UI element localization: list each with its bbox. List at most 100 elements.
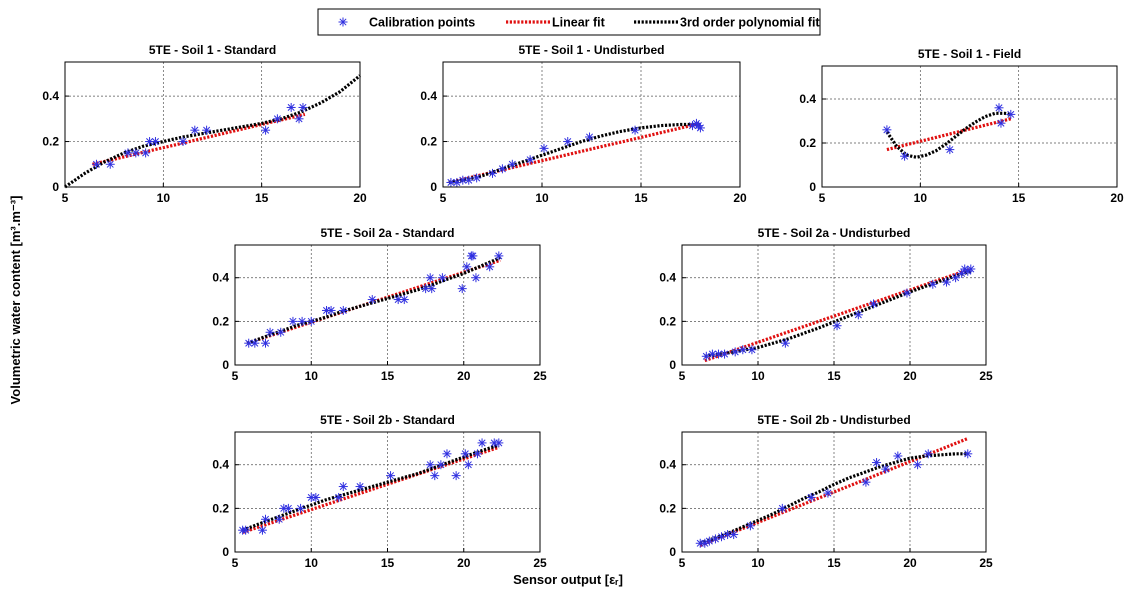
data-point [91, 159, 101, 169]
data-point [105, 159, 115, 169]
chart-panel-7: 5 10 15 20 25 0 0.2 0.4 5TE - Soil 2b - Undistur… [659, 413, 993, 570]
data-point [539, 143, 549, 153]
y-tick-label: 0.2 [212, 501, 229, 515]
data-point [471, 273, 481, 283]
y-tick-label: 0 [222, 358, 229, 372]
data-point [451, 471, 461, 481]
data-point [996, 118, 1006, 128]
data-point [488, 168, 497, 178]
data-point [306, 316, 316, 326]
x-tick-label: 10 [751, 556, 765, 570]
y-tick-label: 0.4 [799, 92, 816, 106]
data-point [963, 449, 973, 459]
data-point [272, 114, 282, 124]
data-point [881, 464, 891, 474]
data-point [436, 460, 446, 470]
polynomial-fit-line [699, 452, 968, 545]
data-point [928, 279, 938, 289]
plot-area [65, 62, 360, 187]
data-point [442, 449, 452, 459]
data-point [298, 102, 308, 112]
chart-panel-4: 5 10 15 20 25 0 0.2 0.4 5TE - Soil 2a - Standard [212, 226, 547, 383]
data-point [421, 284, 431, 294]
x-tick-label: 25 [533, 369, 547, 383]
data-point [427, 284, 437, 294]
y-tick-label: 0.2 [420, 135, 437, 149]
data-point [745, 521, 755, 531]
data-point [261, 514, 270, 524]
data-point [464, 175, 474, 185]
data-point [367, 295, 377, 305]
data-point [297, 316, 307, 326]
data-point [630, 125, 640, 135]
data-point [872, 458, 882, 468]
polynomial-fit-line [64, 74, 362, 189]
data-point [326, 305, 336, 315]
panel-title: 5TE - Soil 2b - Undisturbed [757, 413, 910, 427]
data-point [338, 17, 348, 27]
data-point [941, 277, 951, 287]
legend-label: Linear fit [552, 16, 606, 30]
data-point [457, 284, 467, 294]
x-tick-label: 5 [62, 191, 69, 205]
data-point [525, 155, 535, 165]
plot-frame [821, 65, 1118, 188]
y-tick-label: 0.2 [42, 135, 59, 149]
data-point [202, 125, 212, 135]
y-tick-label: 0 [809, 180, 816, 194]
data-point [460, 449, 470, 459]
data-point [334, 492, 344, 502]
x-tick-label: 25 [979, 369, 993, 383]
data-point [861, 477, 871, 487]
legend-box [317, 8, 821, 36]
data-point [399, 295, 409, 305]
x-tick-label: 25 [533, 556, 547, 570]
data-point [274, 514, 284, 524]
data-point [777, 503, 787, 513]
y-tick-label: 0.4 [212, 271, 229, 285]
panel-title: 5TE - Soil 2a - Standard [320, 226, 454, 240]
data-point [1006, 109, 1016, 119]
data-point [288, 316, 298, 326]
data-point [123, 148, 133, 158]
data-point [425, 460, 435, 470]
x-tick-label: 25 [979, 556, 993, 570]
data-point [178, 137, 188, 147]
x-tick-label: 10 [157, 191, 171, 205]
data-point [966, 264, 976, 274]
data-point [585, 132, 595, 142]
x-tick-label: 5 [232, 556, 239, 570]
data-point [241, 525, 251, 535]
data-point [869, 299, 879, 309]
panel-title: 5TE - Soil 1 - Field [918, 47, 1021, 61]
y-tick-label: 0 [669, 358, 676, 372]
data-point [747, 345, 757, 355]
x-tick-label: 20 [457, 556, 471, 570]
data-point [806, 492, 816, 502]
data-point [463, 460, 473, 470]
y-tick-label: 0.2 [212, 314, 229, 328]
data-point [296, 503, 306, 513]
chart-panel-2: 5 10 15 20 0 0.2 0.4 5TE - Soil 1 - Undisturbed [420, 43, 747, 205]
data-point [853, 310, 863, 320]
data-point [994, 103, 1004, 113]
y-tick-label: 0.4 [659, 271, 676, 285]
data-point [738, 345, 748, 355]
data-point [477, 438, 487, 448]
x-tick-label: 5 [440, 191, 447, 205]
data-point [945, 145, 955, 155]
data-point [437, 273, 447, 283]
y-axis-title: Volumetric water content [m³.m⁻³] [8, 196, 23, 405]
x-tick-label: 10 [535, 191, 549, 205]
y-tick-label: 0 [52, 180, 59, 194]
y-tick-label: 0.4 [659, 458, 676, 472]
data-point [265, 327, 275, 337]
x-tick-label: 15 [381, 369, 395, 383]
x-tick-label: 15 [1012, 191, 1026, 205]
x-tick-label: 5 [679, 556, 686, 570]
data-point [823, 488, 833, 498]
polynomial-fit-line [885, 111, 1012, 159]
legend-label: 3rd order polynomial fit [680, 16, 820, 30]
data-point [190, 125, 200, 135]
data-point [900, 151, 910, 161]
